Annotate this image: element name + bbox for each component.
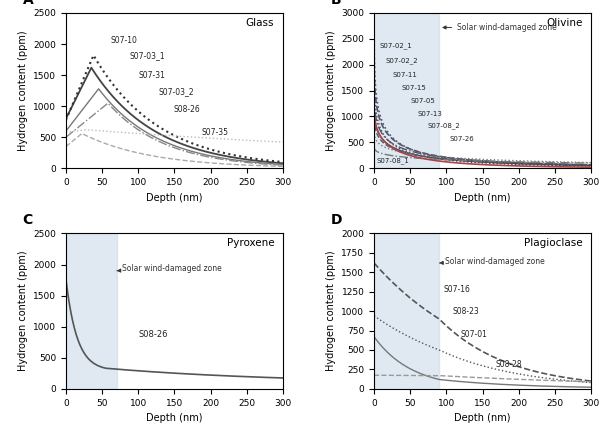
X-axis label: Depth (nm): Depth (nm)	[146, 413, 203, 423]
Text: Solar wind-damaged zone: Solar wind-damaged zone	[117, 264, 222, 273]
Text: S08-26: S08-26	[173, 105, 200, 114]
Text: A: A	[23, 0, 34, 7]
Text: Solar wind-damaged zone: Solar wind-damaged zone	[439, 257, 545, 266]
Text: S08-23: S08-23	[452, 308, 479, 316]
Text: S07-08_2: S07-08_2	[428, 123, 460, 130]
Text: S07-26: S07-26	[450, 136, 475, 142]
Text: Solar wind-damaged zone: Solar wind-damaged zone	[443, 23, 557, 32]
Text: S07-08_1: S07-08_1	[377, 157, 410, 164]
X-axis label: Depth (nm): Depth (nm)	[454, 413, 511, 423]
Bar	[66, 233, 116, 389]
Bar	[374, 13, 439, 168]
X-axis label: Depth (nm): Depth (nm)	[454, 193, 511, 203]
Text: S07-02_2: S07-02_2	[386, 57, 418, 64]
Y-axis label: Hydrogen content (ppm): Hydrogen content (ppm)	[18, 30, 28, 151]
Text: S07-31: S07-31	[139, 71, 165, 80]
Text: S07-10: S07-10	[111, 36, 138, 45]
Text: S07-11: S07-11	[393, 72, 418, 78]
Text: S07-01: S07-01	[461, 330, 488, 339]
Y-axis label: Hydrogen content (ppm): Hydrogen content (ppm)	[18, 251, 28, 372]
Text: B: B	[331, 0, 341, 7]
Text: Glass: Glass	[246, 18, 274, 28]
Text: S07-35: S07-35	[202, 128, 229, 137]
Text: S08-28: S08-28	[496, 360, 522, 369]
Text: S07-16: S07-16	[443, 285, 470, 294]
Text: S07-03_2: S07-03_2	[158, 87, 194, 96]
Y-axis label: Hydrogen content (ppm): Hydrogen content (ppm)	[326, 30, 336, 151]
Y-axis label: Hydrogen content (ppm): Hydrogen content (ppm)	[326, 251, 336, 372]
Text: Pyroxene: Pyroxene	[227, 238, 274, 248]
Text: S07-15: S07-15	[401, 85, 426, 91]
Text: Olivine: Olivine	[546, 18, 583, 28]
Text: S07-05: S07-05	[410, 98, 435, 104]
Bar	[374, 233, 439, 389]
Text: S07-03_1: S07-03_1	[130, 51, 165, 60]
Text: C: C	[23, 213, 33, 227]
Text: S07-02_1: S07-02_1	[380, 42, 413, 49]
Text: S08-26: S08-26	[139, 330, 168, 339]
Text: D: D	[331, 213, 342, 227]
X-axis label: Depth (nm): Depth (nm)	[146, 193, 203, 203]
Text: Plagioclase: Plagioclase	[524, 238, 583, 248]
Text: S07-13: S07-13	[418, 111, 442, 117]
